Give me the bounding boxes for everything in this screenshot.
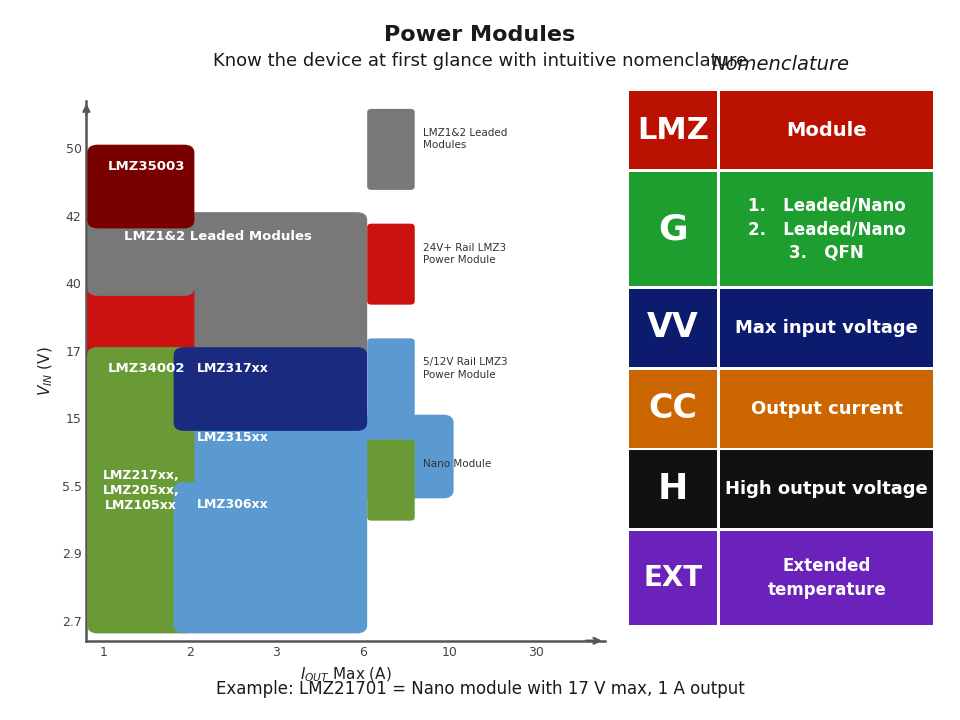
Text: LMZ306xx: LMZ306xx	[197, 498, 269, 511]
Text: CC: CC	[648, 392, 697, 425]
Text: High output voltage: High output voltage	[726, 480, 928, 498]
Text: Know the device at first glance with intuitive nomenclature: Know the device at first glance with int…	[213, 52, 747, 70]
FancyBboxPatch shape	[87, 212, 367, 364]
Text: VV: VV	[647, 312, 699, 344]
Text: Extended
temperature: Extended temperature	[767, 557, 886, 599]
Text: LMZ217xx,
LMZ205xx,
LMZ105xx: LMZ217xx, LMZ205xx, LMZ105xx	[103, 469, 180, 512]
FancyBboxPatch shape	[87, 145, 194, 228]
Text: 24V+ Rail LMZ3
Power Module: 24V+ Rail LMZ3 Power Module	[423, 243, 507, 265]
Text: Output current: Output current	[751, 400, 902, 418]
Text: Max input voltage: Max input voltage	[735, 319, 919, 337]
Text: 5/12V Rail LMZ3
Power Module: 5/12V Rail LMZ3 Power Module	[423, 357, 508, 379]
Text: EXT: EXT	[643, 564, 703, 592]
FancyBboxPatch shape	[367, 224, 415, 305]
FancyBboxPatch shape	[174, 415, 453, 498]
Text: LMZ317xx: LMZ317xx	[197, 362, 269, 375]
Text: LMZ35003: LMZ35003	[108, 160, 185, 173]
FancyBboxPatch shape	[367, 440, 415, 521]
Text: LMZ: LMZ	[636, 116, 708, 145]
Text: H: H	[658, 472, 688, 506]
Text: LMZ1&2 Leaded Modules: LMZ1&2 Leaded Modules	[124, 230, 311, 243]
Y-axis label: $V_{IN}$ (V): $V_{IN}$ (V)	[36, 346, 55, 396]
FancyBboxPatch shape	[174, 347, 367, 431]
Text: LMZ34002: LMZ34002	[108, 362, 185, 375]
Text: LMZ1&2 Leaded
Modules: LMZ1&2 Leaded Modules	[423, 127, 508, 150]
X-axis label: $I_{OUT}$ Max (A): $I_{OUT}$ Max (A)	[300, 665, 392, 684]
Text: Example: LMZ21701 = Nano module with 17 V max, 1 A output: Example: LMZ21701 = Nano module with 17 …	[216, 680, 744, 698]
Text: LMZ315xx: LMZ315xx	[197, 431, 269, 444]
Text: Module: Module	[786, 121, 867, 140]
Text: Power Modules: Power Modules	[384, 25, 576, 45]
FancyBboxPatch shape	[367, 338, 415, 419]
Text: Nomenclature: Nomenclature	[712, 55, 850, 74]
FancyBboxPatch shape	[87, 288, 194, 355]
FancyBboxPatch shape	[367, 109, 415, 190]
FancyBboxPatch shape	[174, 482, 367, 634]
Text: Nano Module: Nano Module	[423, 459, 492, 469]
FancyBboxPatch shape	[87, 347, 194, 634]
Text: G: G	[658, 212, 687, 246]
Text: 1.   Leaded/Nano
2.   Leaded/Nano
3.   QFN: 1. Leaded/Nano 2. Leaded/Nano 3. QFN	[748, 197, 905, 262]
